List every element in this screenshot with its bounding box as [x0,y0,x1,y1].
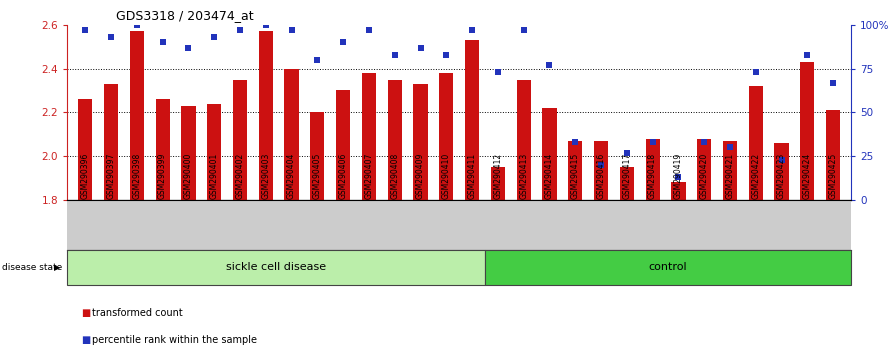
Bar [826,110,840,200]
Bar [542,108,556,200]
Bar [645,139,659,200]
Bar [723,141,737,200]
Bar [104,84,118,200]
Bar [800,62,814,200]
Bar [156,99,169,200]
Bar [697,139,711,200]
Bar [78,99,92,200]
Bar [620,167,634,200]
Bar [310,113,324,200]
Text: ■: ■ [81,335,90,345]
Bar [749,86,762,200]
Bar [491,167,505,200]
Bar [439,73,453,200]
Bar [336,91,350,200]
Bar [207,104,221,200]
Bar [568,141,582,200]
Bar [671,183,685,200]
Text: disease state: disease state [2,263,62,272]
Bar [130,32,144,200]
Bar [774,143,788,200]
Bar [233,80,247,200]
Text: ▶: ▶ [54,263,60,272]
Bar [485,250,851,285]
Text: control: control [649,262,687,272]
Bar [284,69,298,200]
Bar [465,40,479,200]
Bar [362,73,376,200]
Bar [413,84,427,200]
Text: percentile rank within the sample: percentile rank within the sample [92,335,257,345]
Bar [181,106,195,200]
Bar [594,141,608,200]
Text: sickle cell disease: sickle cell disease [226,262,326,272]
Bar [67,250,485,285]
Bar [259,32,273,200]
Text: ■: ■ [81,308,90,318]
Text: transformed count: transformed count [92,308,183,318]
Bar [388,80,401,200]
Text: GDS3318 / 203474_at: GDS3318 / 203474_at [116,9,254,22]
Bar [517,80,530,200]
